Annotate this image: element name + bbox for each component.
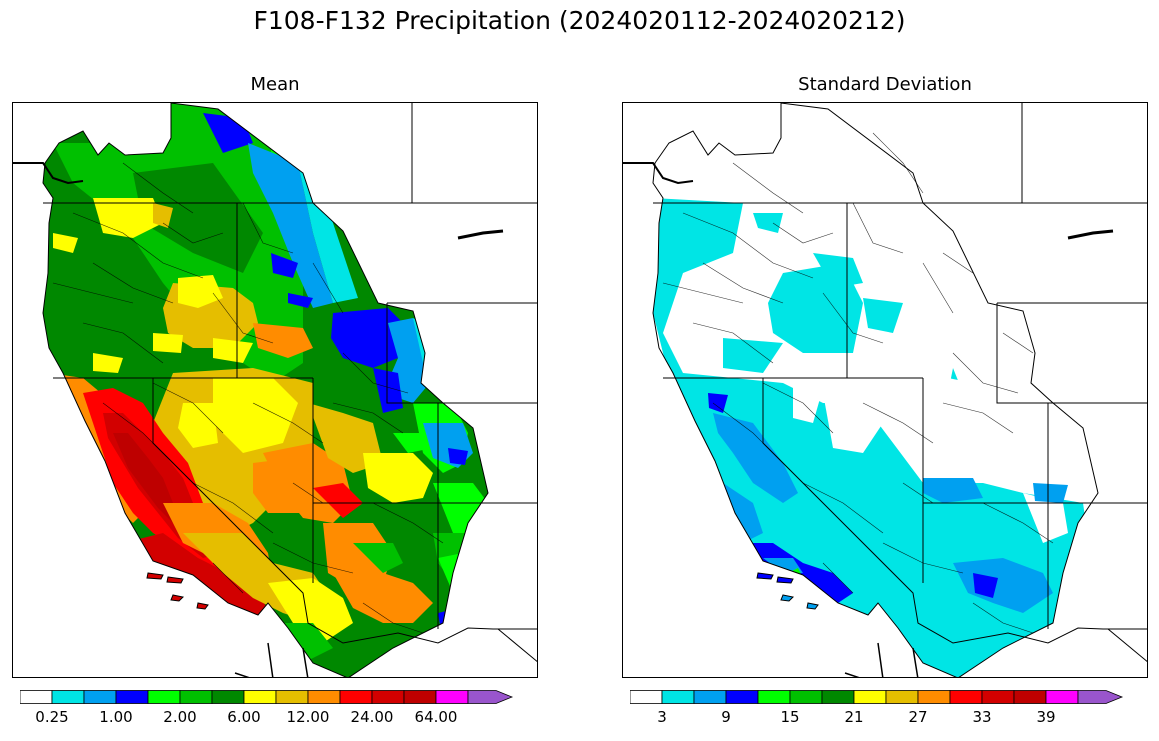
colorbar-segment <box>20 690 53 704</box>
colorbar-tick-label: 15 <box>780 708 800 726</box>
mean-colorbar-ticks: 0.25 1.00 2.00 6.00 12.00 24.00 64.00 <box>20 708 532 728</box>
stddev-map <box>622 102 1148 678</box>
colorbar-segment <box>115 690 149 704</box>
colorbar-tick-label: 3 <box>657 708 667 726</box>
colorbar-tick-label: 1.00 <box>99 708 133 726</box>
colorbar-segment <box>147 690 181 704</box>
colorbar-segment <box>885 690 919 704</box>
colorbar-tick-label: 6.00 <box>227 708 261 726</box>
mean-map <box>12 102 538 678</box>
colorbar-tick-label: 12.00 <box>286 708 330 726</box>
stddev-colorbar-ticks: 3 9 15 21 27 33 39 <box>630 708 1142 728</box>
figure-title: F108-F132 Precipitation (2024020112-2024… <box>253 6 906 35</box>
colorbar-tick-label: 27 <box>908 708 928 726</box>
colorbar-segment <box>51 690 85 704</box>
colorbar-tick-label: 0.25 <box>35 708 69 726</box>
colorbar-tick-label: 9 <box>721 708 731 726</box>
colorbar-segment <box>661 690 695 704</box>
colorbar-segment <box>307 690 341 704</box>
colorbar-segment <box>1077 690 1124 704</box>
colorbar-segment <box>435 690 469 704</box>
colorbar-segment <box>725 690 759 704</box>
colorbar-tick-label: 64.00 <box>414 708 458 726</box>
colorbar-segment <box>275 690 309 704</box>
colorbar-segment <box>949 690 983 704</box>
colorbar-segment <box>757 690 791 704</box>
colorbar-segment <box>693 690 727 704</box>
colorbar-segment <box>630 690 663 704</box>
mean-colorbar <box>20 690 514 704</box>
colorbar-segment <box>339 690 373 704</box>
colorbar-segment <box>243 690 277 704</box>
colorbar-tick-label: 39 <box>1036 708 1056 726</box>
colorbar-segment <box>467 690 514 704</box>
colorbar-tick-label: 2.00 <box>163 708 197 726</box>
colorbar-segment <box>789 690 823 704</box>
stddev-panel-title: Standard Deviation <box>798 74 972 95</box>
colorbar-segment <box>853 690 887 704</box>
colorbar-segment <box>403 690 437 704</box>
colorbar-segment <box>821 690 855 704</box>
stddev-colorbar <box>630 690 1124 704</box>
mean-panel-title: Mean <box>250 74 300 95</box>
colorbar-tick-label: 33 <box>972 708 992 726</box>
colorbar-tick-label: 21 <box>844 708 864 726</box>
colorbar-segment <box>1045 690 1079 704</box>
colorbar-segment <box>211 690 245 704</box>
colorbar-tick-label: 24.00 <box>350 708 394 726</box>
colorbar-segment <box>981 690 1015 704</box>
colorbar-segment <box>917 690 951 704</box>
colorbar-segment <box>1013 690 1047 704</box>
colorbar-segment <box>83 690 117 704</box>
colorbar-segment <box>371 690 405 704</box>
colorbar-segment <box>179 690 213 704</box>
